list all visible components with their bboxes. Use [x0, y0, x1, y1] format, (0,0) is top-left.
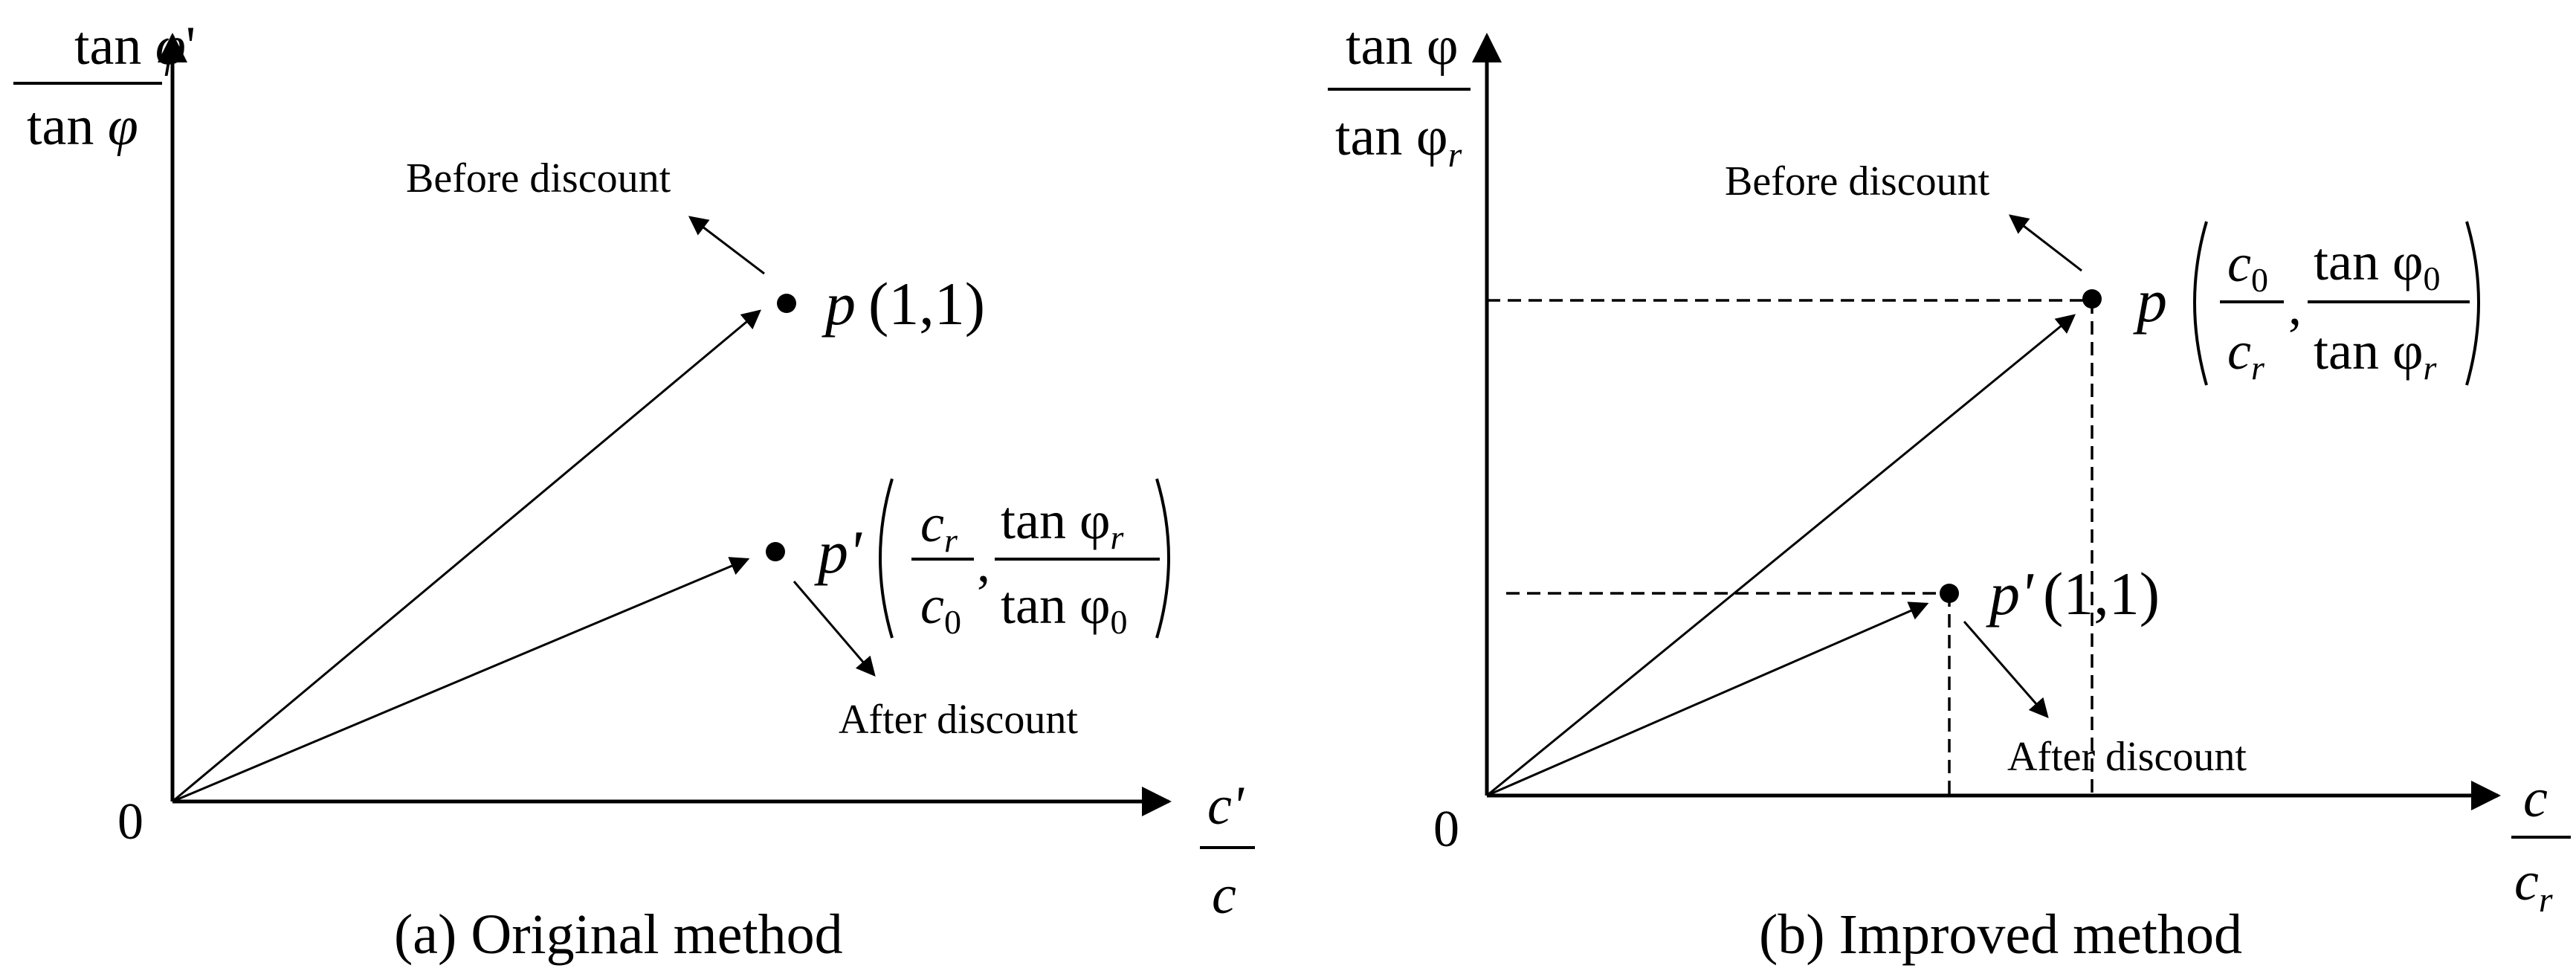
panel-b-p-xnum-sub: 0 — [2251, 261, 2268, 299]
svg-text:tan φr: tan φr — [1001, 491, 1125, 556]
panel-b-p-ynum: tan φ — [2314, 232, 2424, 291]
panel-b-after-arrow — [1963, 621, 2049, 718]
panel-a-point-pprime — [766, 542, 785, 561]
svg-text:tan φ0: tan φ0 — [1001, 575, 1128, 641]
panel-b-y-axis-denominator: tan φ — [1335, 106, 1448, 167]
svg-text:tan φr: tan φr — [2314, 321, 2438, 387]
panel-a-pprime-xden-sub: 0 — [944, 603, 961, 641]
panel-b-p-xden-sub: r — [2251, 349, 2265, 387]
panel-b-x-axis-numerator: c — [2523, 768, 2548, 829]
svg-text:cr: cr — [920, 494, 958, 559]
panel-a-y-axis-numerator: tan φ' — [74, 16, 196, 77]
panel-a-after-arrow — [793, 581, 876, 677]
panel-b-y-axis-denominator-sub: r — [1448, 135, 1462, 175]
panel-a-y-axis-label: tan φ' tan φ — [13, 16, 196, 157]
panel-a-point-p-label: p (1,1) — [821, 270, 985, 338]
panel-a-point-p-name: p — [821, 270, 856, 338]
svg-text:tan φr: tan φr — [1335, 106, 1462, 175]
panel-a-before-arrow — [688, 216, 765, 275]
panel-a-origin-label: 0 — [117, 793, 143, 851]
panel-a-vector-p — [172, 309, 761, 803]
panel-a-point-p-coords: (1,1) — [868, 270, 985, 338]
panel-a-y-axis-denominator: tan φ — [27, 96, 138, 157]
panel-b-x-axis-denominator: c — [2514, 851, 2539, 912]
panel-b-p-xnum: c — [2227, 233, 2251, 293]
panel-a-pprime-ynum: tan φ — [1001, 491, 1111, 550]
panel-b-x-axis-denominator-sub: r — [2539, 880, 2553, 920]
panel-b-after-label: After discount — [2007, 734, 2247, 780]
panel-b-caption: (b) Improved method — [1759, 903, 2242, 966]
panel-b-point-pprime-name: p' — [1986, 560, 2034, 628]
panel-a-pprime-ynum-sub: r — [1111, 518, 1125, 556]
panel-a-point-pprime-label: p' cr c0 , tan φr tan φ0 — [814, 478, 1170, 641]
svg-text:,: , — [2288, 277, 2302, 336]
panel-b-p-xden: c — [2227, 321, 2251, 381]
panel-a-pprime-xnum-sub: r — [944, 521, 958, 559]
panel-a-x-axis-denominator: c — [1212, 865, 1236, 926]
panel-a-pprime-yden-sub: 0 — [1111, 603, 1128, 641]
panel-b-vector-p — [1486, 314, 2076, 797]
panel-b-p-ynum-sub: 0 — [2424, 259, 2441, 297]
panel-b-origin-label: 0 — [1433, 801, 1459, 858]
panel-b-y-axis-numerator: tan φ — [1346, 16, 1459, 77]
panel-b-point-pprime-coords: (1,1) — [2043, 560, 2160, 628]
panel-a-pprime-xden: c — [920, 575, 944, 635]
panel-a-pprime-yden: tan φ — [1001, 575, 1111, 635]
panel-b-y-axis-label: tan φ tan φr — [1328, 16, 1471, 175]
panel-a-before-label: Before discount — [406, 155, 671, 201]
panel-b: 0 tan φ tan φr c cr Before discount Afte… — [1328, 16, 2571, 966]
svg-text:,: , — [977, 534, 990, 593]
panel-b-before-arrow — [2008, 214, 2082, 272]
panel-a-x-axis-label: c' c — [1200, 775, 1255, 926]
svg-text:cr: cr — [2227, 321, 2265, 387]
panel-a-x-axis-numerator: c' — [1207, 775, 1245, 836]
panel-a-point-pprime-name: p' — [814, 518, 862, 586]
panel-a-caption: (a) Original method — [394, 903, 843, 966]
panel-b-vector-pprime — [1486, 601, 1929, 797]
panel-b-before-label: Before discount — [1725, 158, 1990, 204]
svg-text:tan φ0: tan φ0 — [2314, 232, 2441, 297]
panel-b-point-pprime — [1940, 584, 1959, 603]
svg-text:c0: c0 — [2227, 233, 2268, 299]
panel-a: 0 tan φ' tan φ c' c Before discount Afte… — [13, 16, 1255, 966]
panel-a-pprime-xnum: c — [920, 494, 944, 553]
panel-b-point-pprime-label: p' (1,1) — [1986, 560, 2160, 628]
panel-b-p-yden: tan φ — [2314, 321, 2424, 381]
panel-b-point-p — [2082, 289, 2102, 309]
panel-b-point-p-name: p — [2133, 267, 2167, 335]
svg-text:c0: c0 — [920, 575, 961, 641]
panel-b-p-yden-sub: r — [2424, 349, 2438, 387]
panel-a-vector-pprime — [172, 557, 750, 803]
panel-b-x-axis-label: c cr — [2511, 768, 2571, 920]
panel-a-point-p — [777, 294, 796, 313]
panel-b-point-p-label: p c0 cr , tan φ0 tan φr — [2133, 221, 2480, 387]
svg-text:cr: cr — [2514, 851, 2553, 920]
panel-a-after-label: After discount — [839, 697, 1078, 743]
